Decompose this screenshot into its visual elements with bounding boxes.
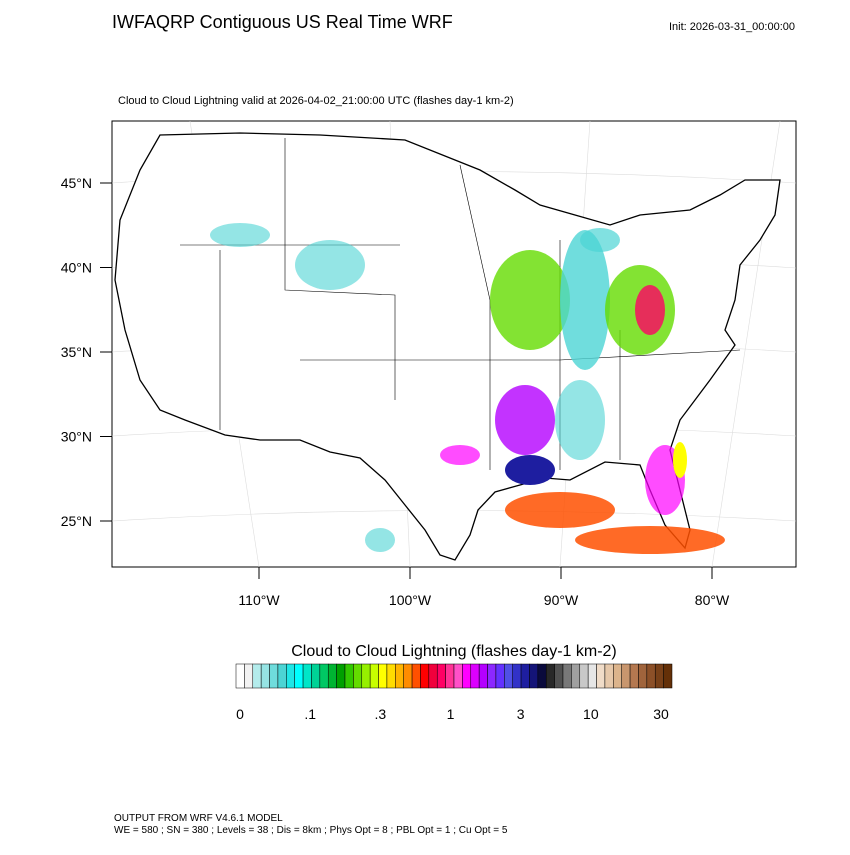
colorbar-box (344, 663, 354, 689)
colorbar-box (520, 663, 530, 689)
colorbar-box (487, 663, 497, 689)
colorbar-box (395, 663, 404, 689)
colorbar-label: 30 (653, 706, 669, 722)
lat-label: 30°N (61, 429, 92, 445)
colorbar-box (495, 663, 505, 689)
colorbar-box (554, 663, 564, 689)
colorbar-box (478, 663, 488, 689)
colorbar-box (302, 663, 312, 689)
map (111, 120, 797, 568)
colorbar-box (286, 663, 295, 689)
colorbar-label: .3 (374, 706, 386, 722)
colorbar-box (327, 663, 337, 689)
lat-label: 35°N (61, 344, 92, 360)
colorbar-label: 1 (447, 706, 455, 722)
colorbar-box (462, 663, 472, 689)
colorbar-box (311, 663, 321, 689)
colorbar-box (604, 663, 614, 689)
colorbar-box (613, 663, 622, 689)
footer-line: OUTPUT FROM WRF V4.6.1 MODEL (114, 813, 283, 824)
colorbar-box (244, 663, 254, 689)
colorbar-box (436, 663, 446, 689)
colorbar-box (562, 663, 572, 689)
colorbar-box (369, 663, 379, 689)
colorbar-box (235, 663, 245, 689)
colorbar-box (361, 663, 371, 689)
colorbar-box (386, 663, 396, 689)
lon-label: 80°W (695, 592, 730, 608)
colorbar-box (403, 663, 413, 689)
init-time: Init: 2026-03-31_00:00:00 (669, 21, 795, 33)
lightning-field (210, 223, 725, 554)
colorbar-box (571, 663, 581, 689)
colorbar-box (336, 663, 346, 689)
lon-label: 90°W (544, 592, 579, 608)
colorbar-box (453, 663, 463, 689)
colorbar-box (663, 663, 673, 689)
colorbar-label: 3 (517, 706, 525, 722)
lon-label: 100°W (389, 592, 432, 608)
colorbar-box (646, 663, 656, 689)
colorbar-box (411, 663, 421, 689)
colorbar-box (470, 663, 480, 689)
colorbar-box (529, 663, 539, 689)
colorbar-box (294, 663, 304, 689)
colorbar-box (252, 663, 262, 689)
lon-label: 110°W (238, 592, 280, 608)
colorbar-box (579, 663, 589, 689)
colorbar-box (545, 663, 555, 689)
title: IWFAQRP Contiguous US Real Time WRF (112, 12, 453, 32)
colorbar-title: Cloud to Cloud Lightning (flashes day-1 … (291, 643, 617, 660)
colorbar-label: 10 (583, 706, 599, 722)
subtitle: Cloud to Cloud Lightning valid at 2026-0… (118, 95, 514, 107)
colorbar-box (277, 663, 287, 689)
colorbar-box (512, 663, 522, 689)
colorbar-box (504, 663, 513, 689)
lat-label: 40°N (61, 260, 92, 276)
colorbar-box (638, 663, 648, 689)
colorbar-box (621, 663, 631, 689)
colorbar-box (420, 663, 430, 689)
colorbar-box (428, 663, 438, 689)
colorbar-label: 0 (236, 706, 244, 722)
colorbar-label: .1 (304, 706, 316, 722)
colorbar-box (596, 663, 606, 689)
colorbar-box (654, 663, 664, 689)
colorbar-box (353, 663, 363, 689)
colorbar-box (445, 663, 455, 689)
lat-label: 25°N (61, 513, 92, 529)
lat-label: 45°N (61, 175, 92, 191)
colorbar-box (629, 663, 639, 689)
colorbar-box (537, 663, 547, 689)
footer-line: WE = 580 ; SN = 380 ; Levels = 38 ; Dis … (114, 825, 508, 836)
colorbar-box (269, 663, 279, 689)
colorbar-box (260, 663, 270, 689)
colorbar-box (378, 663, 388, 689)
colorbar-box (587, 663, 597, 689)
colorbar-box (319, 663, 329, 689)
